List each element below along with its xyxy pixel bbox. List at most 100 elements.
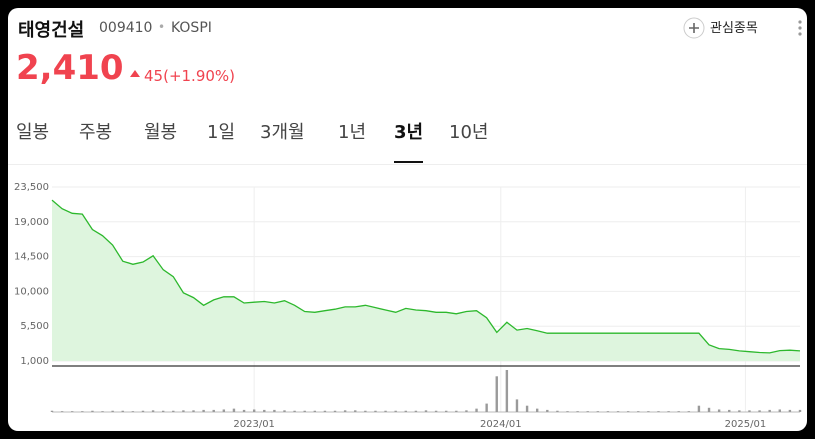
volume-bar — [293, 410, 296, 412]
volume-bar — [717, 409, 721, 412]
volume-bar — [697, 405, 701, 412]
volume-bar — [586, 411, 589, 412]
chart: 23,500 19,000 14,500 10,000 5,500 1,000 2023/0… — [14, 182, 802, 430]
volume-bar — [788, 409, 792, 412]
market: KOSPI — [171, 20, 212, 36]
volume-bar — [475, 408, 478, 412]
volume-bar — [596, 411, 600, 412]
x-tick-label: 2023/01 — [233, 419, 275, 430]
volume-bar — [515, 399, 519, 412]
period-tab[interactable]: 10년 — [449, 122, 489, 143]
volume-bar — [374, 410, 377, 412]
y-tick-label: 5,500 — [20, 321, 49, 332]
volume-bar — [81, 411, 84, 412]
volume-bar — [192, 410, 195, 412]
volume-bar — [414, 410, 418, 412]
volume-bar — [606, 411, 610, 412]
volume-bar — [667, 411, 670, 412]
volume-bar — [546, 409, 549, 412]
volume-bar — [232, 408, 236, 412]
volume-bar — [758, 410, 761, 412]
volume-bar — [445, 410, 448, 412]
volume-bar — [242, 409, 246, 412]
volume-bar — [212, 409, 215, 412]
volume-bar — [131, 411, 135, 412]
y-tick-label: 19,000 — [14, 217, 49, 228]
volume-bar — [111, 410, 114, 412]
volume-bar — [434, 410, 438, 412]
volume-bar — [576, 411, 579, 412]
volume-bar — [566, 411, 569, 412]
y-tick-label: 1,000 — [20, 356, 49, 367]
volume-bar — [637, 411, 640, 412]
volume-bar — [333, 410, 337, 412]
period-tab[interactable]: 3년 — [394, 118, 424, 163]
volume-bar — [91, 410, 94, 412]
volume-bar — [525, 405, 529, 412]
volume-bar — [354, 410, 357, 412]
period-tab[interactable]: 1년 — [338, 122, 367, 143]
volume-bar — [455, 410, 458, 412]
volume-bar — [485, 403, 488, 412]
volume-bar — [798, 409, 802, 412]
volume-bar — [394, 410, 397, 412]
volume-bar — [728, 409, 731, 412]
stock-name: 태영건설 — [18, 20, 85, 41]
volume-bar — [182, 410, 185, 412]
volume-bar — [313, 410, 317, 412]
x-tick-label: 2024/01 — [480, 419, 522, 430]
volume-bar — [738, 410, 741, 412]
period-tab[interactable]: 월봉 — [144, 122, 178, 143]
volume-bar — [283, 410, 286, 412]
volume-bar — [222, 409, 226, 412]
volume-bar — [343, 410, 347, 412]
volume-bar — [273, 409, 276, 412]
volume-bar — [535, 408, 539, 412]
volume-bar — [172, 410, 175, 412]
volume-bar — [707, 407, 711, 412]
period-tabs: 일봉 주봉 월봉 1일 3개월 1년 3년 10년 — [8, 118, 807, 165]
x-tick-label: 2025/01 — [725, 419, 767, 430]
y-tick-label: 10,000 — [14, 286, 49, 297]
volume-bar — [556, 410, 559, 412]
volume-bar — [60, 411, 64, 412]
volume-bar — [778, 409, 781, 412]
volume-bar — [677, 411, 680, 412]
period-tab[interactable]: 1일 — [207, 122, 236, 143]
volume-bar — [202, 409, 205, 412]
watch-button[interactable]: 관심종목 — [710, 21, 758, 36]
period-tab[interactable]: 3개월 — [260, 122, 305, 143]
volume-bar — [404, 410, 407, 412]
volume-bar — [424, 410, 428, 412]
volume-bar — [384, 410, 387, 412]
y-tick-label: 14,500 — [14, 252, 49, 263]
volume-bar — [161, 410, 165, 412]
period-tab[interactable]: 일봉 — [16, 122, 50, 143]
volume-bar — [252, 409, 256, 412]
y-tick-label: 23,500 — [14, 182, 49, 193]
volume-bar — [657, 411, 660, 412]
price-line — [51, 199, 801, 354]
volume-bar — [121, 410, 124, 412]
volume-bar — [465, 410, 468, 412]
volume-bar — [505, 370, 509, 412]
volume-bar — [151, 410, 155, 412]
stock-code: 009410 — [99, 20, 153, 36]
volume-bar — [101, 411, 104, 412]
volume-bar — [626, 411, 630, 412]
volume-bar — [303, 410, 306, 412]
volume-bar — [647, 411, 650, 412]
price-area — [52, 200, 800, 361]
volume-bar — [687, 411, 691, 412]
volume-bar — [495, 376, 498, 412]
volume-bar — [323, 410, 327, 412]
price: 2,410 — [16, 48, 124, 88]
stock-card: 태영건설 009410 • KOSPI 관심종목 2,410 45(+1.90%… — [8, 8, 807, 431]
volume-bar — [748, 410, 751, 412]
volume-bar — [768, 409, 771, 412]
separator: • — [158, 20, 166, 34]
period-tab[interactable]: 주봉 — [79, 122, 113, 143]
volume-bar — [71, 411, 74, 412]
volume-bar — [616, 411, 620, 412]
